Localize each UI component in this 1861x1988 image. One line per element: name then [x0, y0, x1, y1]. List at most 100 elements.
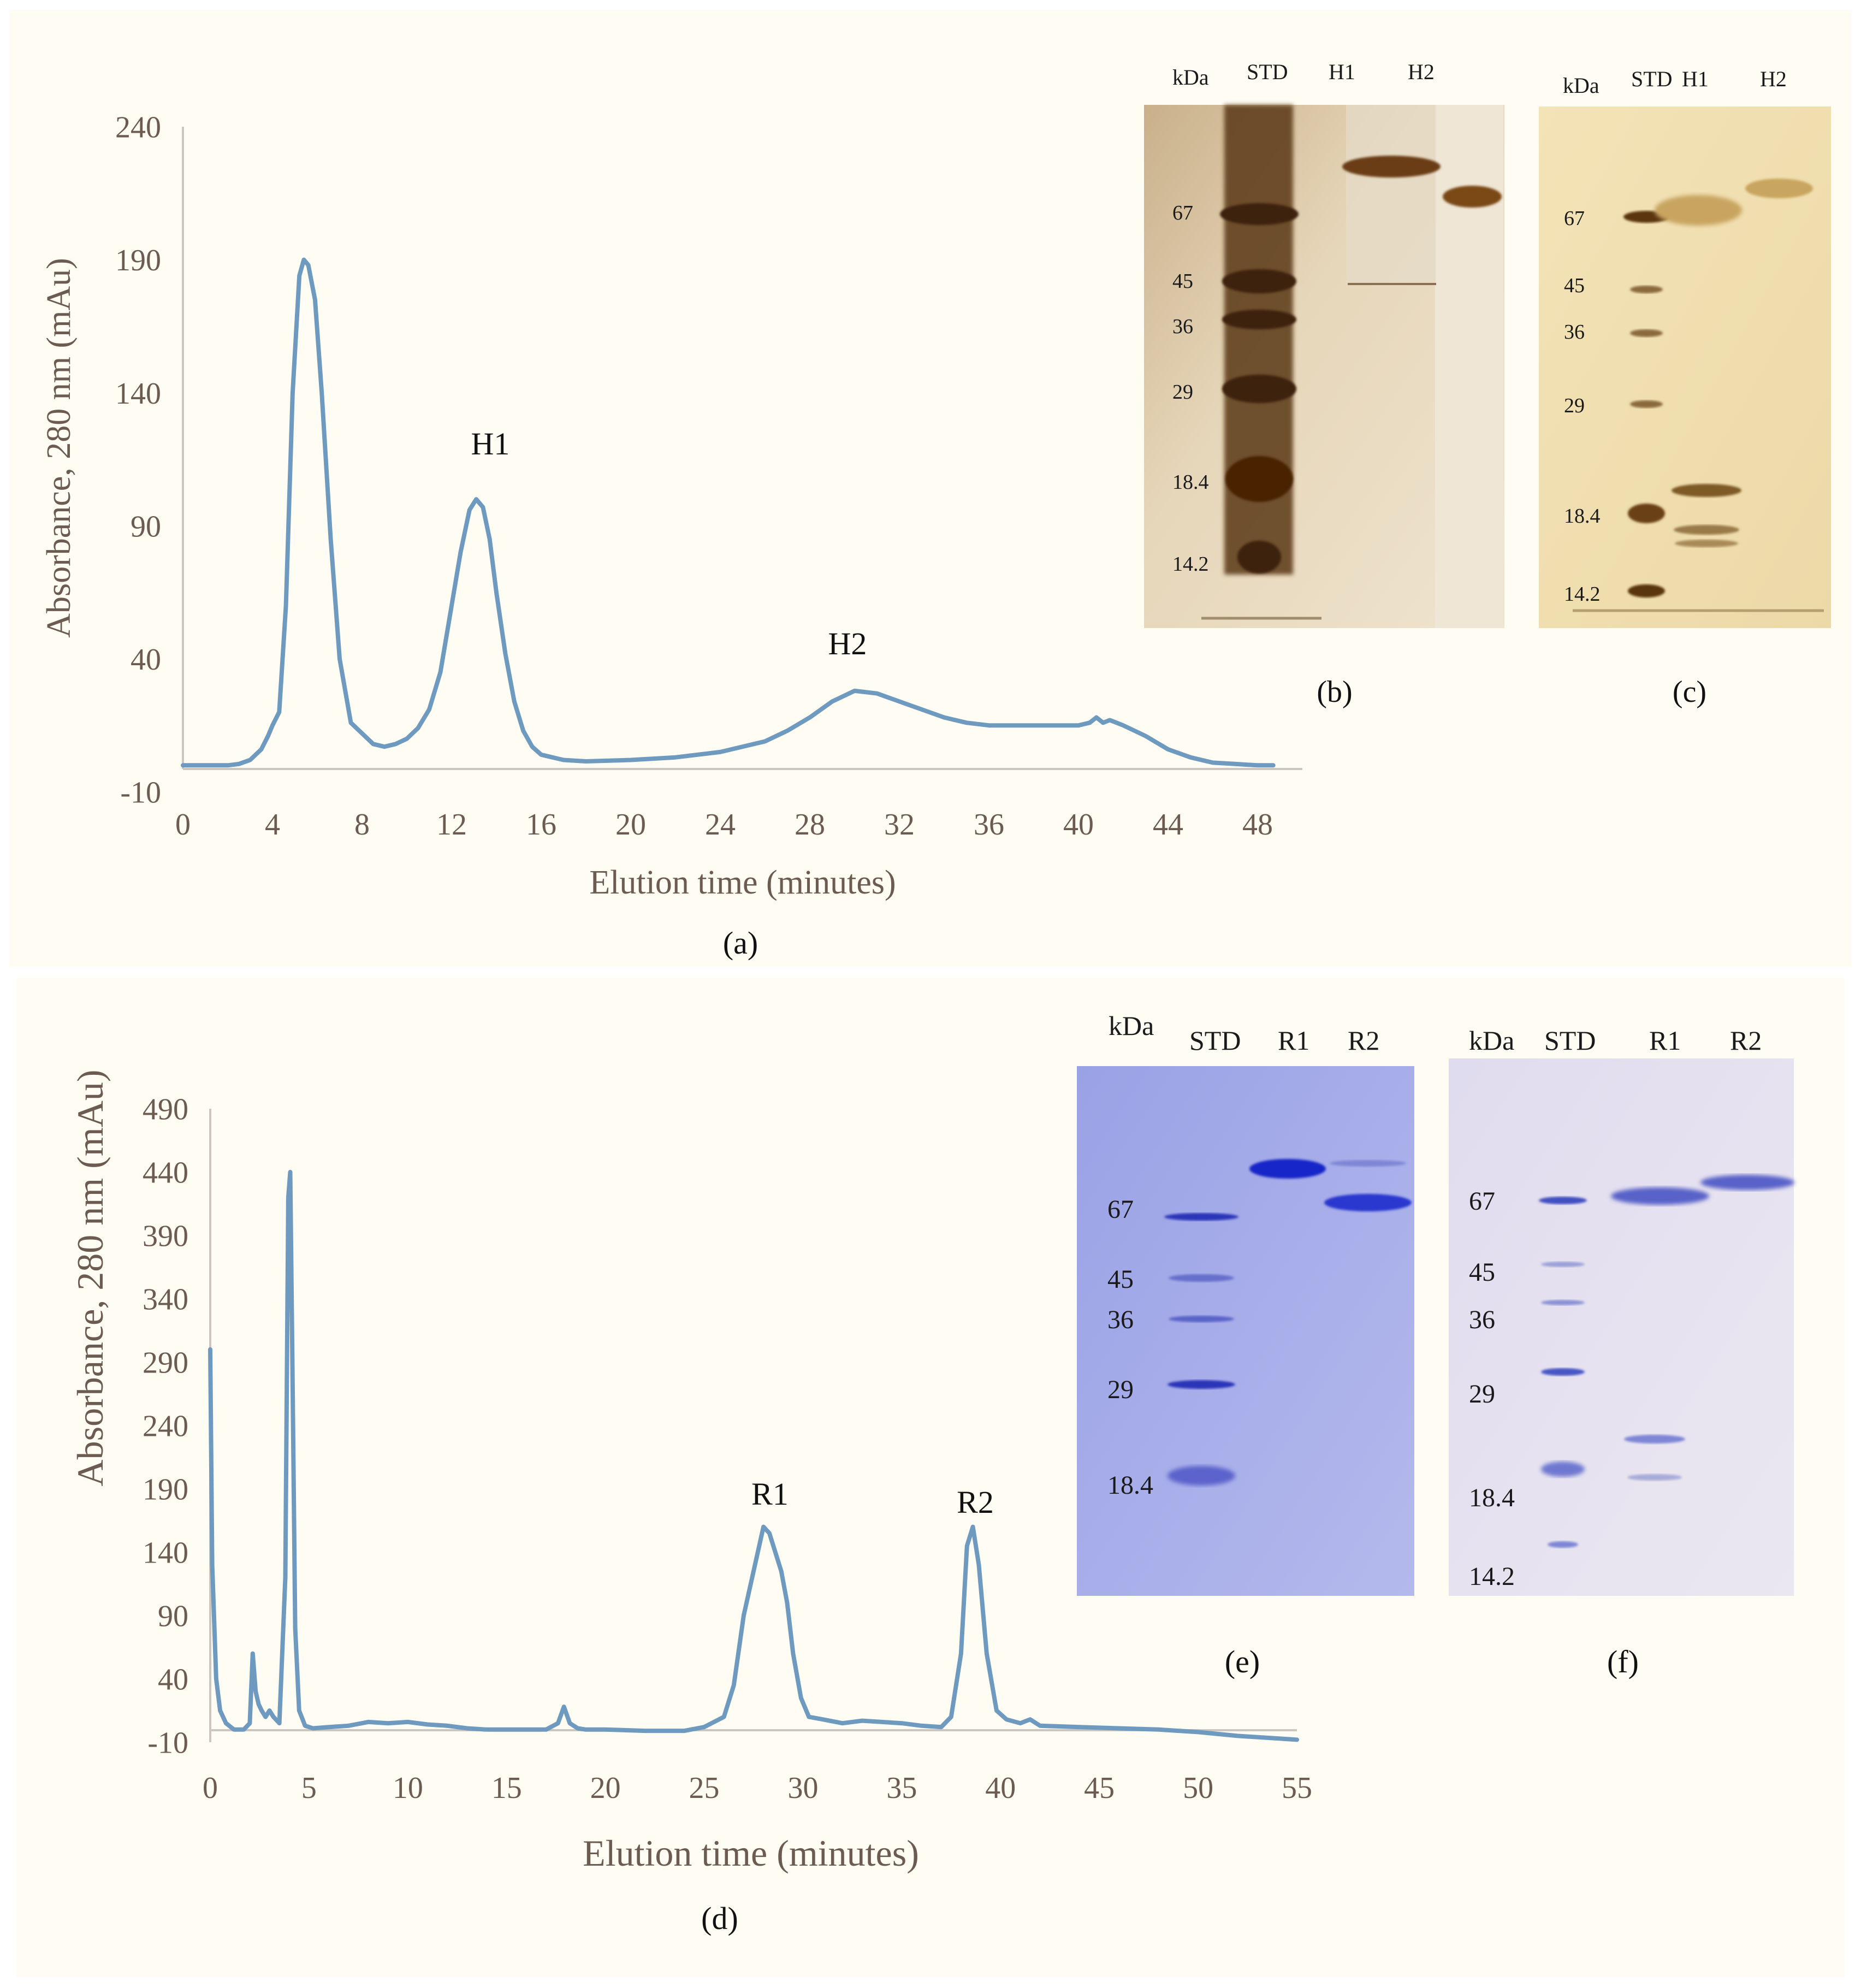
gel-e: kDa STD R1 R2 67 45 36 29 18.4 (e)	[1077, 1010, 1414, 1679]
gel-c-h1-band-low2	[1674, 525, 1739, 535]
gel-e-std-band-36	[1169, 1316, 1234, 1322]
gel-e-marker-18-4: 18.4	[1107, 1471, 1153, 1500]
chart-a-ytick-label: 90	[131, 510, 161, 543]
gel-f-marker-67: 67	[1469, 1187, 1495, 1216]
gel-e-std-band-67	[1164, 1213, 1238, 1221]
gel-b-lane-h2: H2	[1408, 60, 1435, 84]
gel-b-marker-14-2: 14.2	[1172, 553, 1209, 576]
gel-c-marker-67: 67	[1564, 207, 1585, 230]
gel-b-marker-45: 45	[1172, 270, 1193, 293]
chart-a-xtick-label: 0	[175, 808, 191, 842]
gel-c-h1-band-low1	[1672, 484, 1741, 497]
gel-f-r2-band	[1700, 1175, 1794, 1190]
gel-b-marker-36: 36	[1172, 315, 1193, 338]
gel-b-std-band-14	[1237, 541, 1281, 573]
gel-f-std-band-14	[1548, 1541, 1578, 1548]
chart-a-annotation-h2: H2	[828, 626, 867, 661]
chart-d-ytick-label: 190	[143, 1473, 188, 1507]
gel-e-std-band-29	[1167, 1380, 1235, 1389]
gel-e-kda-label: kDa	[1109, 1010, 1154, 1041]
chart-d-xtick-label: 45	[1084, 1771, 1115, 1805]
chart-d-ytick-label: 240	[143, 1410, 188, 1443]
gel-f-std-band-36	[1541, 1300, 1585, 1305]
chart-d-xlabel: Elution time (minutes)	[583, 1832, 919, 1874]
chart-d-annotation-r1: R1	[751, 1476, 789, 1512]
chart-a-xtick-label: 16	[526, 808, 556, 842]
gel-c-marker-45: 45	[1564, 274, 1585, 297]
gel-c-std-band-29	[1630, 400, 1663, 408]
gel-f-marker-45: 45	[1469, 1258, 1495, 1287]
gel-c-std-band-18	[1628, 504, 1665, 523]
chart-a-ytick-label: 190	[115, 244, 161, 277]
gel-e-std-band-45	[1169, 1274, 1234, 1282]
chart-a-annotation-h1: H1	[471, 426, 510, 461]
gel-f-r1-band-low2	[1627, 1474, 1682, 1481]
chart-a-xtick-label: 32	[884, 808, 915, 842]
gel-f-std-band-67	[1539, 1197, 1587, 1204]
gel-e-marker-45: 45	[1107, 1265, 1134, 1294]
chart-a-ytick-label: 240	[115, 111, 161, 145]
gel-c-std-band-14	[1628, 584, 1665, 597]
gel-c-marker-14-2: 14.2	[1564, 583, 1601, 606]
chart-a-xtick-label: 8	[354, 808, 370, 842]
chart-a-xtick-label: 48	[1242, 808, 1273, 842]
chart-a-ylabel: Absorbance, 280 nm (mAu)	[40, 258, 78, 638]
chart-d-ytick-label: 90	[158, 1600, 188, 1634]
gel-f-caption: (f)	[1607, 1644, 1639, 1679]
gel-f-kda-label: kDa	[1469, 1025, 1514, 1056]
gel-b-std-band-45	[1222, 269, 1296, 293]
gel-f-r1-band-top	[1611, 1187, 1709, 1205]
chart-d-xtick-label: 25	[689, 1771, 720, 1805]
gel-c-marker-18-4: 18.4	[1564, 505, 1601, 528]
chart-d-xtick-label: 35	[886, 1771, 917, 1805]
chart-d: 490 440 390 340 290 240 190 140 90 40 -10 0 5 10 15 20…	[69, 1070, 1312, 1936]
chart-d-ytick-label: 290	[143, 1346, 188, 1380]
gel-c-lane-h2: H2	[1760, 67, 1787, 91]
chart-d-xtick-label: 10	[393, 1771, 423, 1805]
gel-f-std-band-45	[1541, 1262, 1585, 1267]
gel-e-image	[1077, 1066, 1414, 1596]
chart-d-xtick-label: 20	[590, 1771, 621, 1805]
gel-e-marker-67: 67	[1107, 1195, 1134, 1224]
chart-d-xtick-label: 0	[203, 1771, 218, 1805]
gel-c-std-band-36	[1630, 329, 1663, 337]
chart-d-xtick-label: 40	[985, 1771, 1016, 1805]
gel-b-caption: (b)	[1317, 675, 1352, 709]
chart-d-series-line	[208, 1170, 1299, 1742]
gel-b-lane-std: STD	[1247, 60, 1288, 84]
chart-d-ylabel: Absorbance, 280 nm (mAu)	[69, 1070, 111, 1487]
chart-a-xlabel: Elution time (minutes)	[589, 864, 896, 901]
gel-e-lane-r1: R1	[1278, 1025, 1309, 1056]
chart-a-ytick-label: -10	[120, 776, 161, 810]
gel-c-h2-band	[1745, 179, 1813, 198]
chart-a-ytick-label: 140	[115, 377, 161, 411]
chart-d-xtick-label: 55	[1282, 1771, 1312, 1805]
chart-a-ytick-label: 40	[131, 643, 161, 677]
chart-d-xtick-label: 50	[1183, 1771, 1213, 1805]
chart-d-xtick-label: 15	[491, 1771, 522, 1805]
chart-a-series-line	[181, 257, 1276, 768]
gel-c: kDa STD H1 H2 67 45 36 29 18.4 14.2 (c)	[1539, 67, 1831, 709]
chart-d-xtick-label: 5	[301, 1771, 317, 1805]
chart-a-xtick-label: 24	[705, 808, 736, 842]
chart-d-ytick-label: 340	[143, 1283, 188, 1317]
gel-e-marker-29: 29	[1107, 1375, 1134, 1404]
gel-f: kDa STD R1 R2 67 45 36 29 18.4 14.2 (f)	[1449, 1025, 1794, 1679]
chart-a-xtick-label: 36	[974, 808, 1004, 842]
chart-a-xtick-label: 20	[615, 808, 646, 842]
gel-f-lane-std: STD	[1544, 1025, 1596, 1056]
gel-f-marker-29: 29	[1469, 1380, 1495, 1409]
chart-d-ytick-label: -10	[147, 1726, 188, 1760]
gel-f-lane-r1: R1	[1649, 1025, 1681, 1056]
gel-f-image	[1449, 1058, 1794, 1596]
chart-d-ytick-label: 140	[143, 1536, 188, 1570]
gel-c-marker-29: 29	[1564, 394, 1585, 417]
gel-b: kDa STD H1 H2 67 45 36 29 18.4 14.2 (b)	[1144, 60, 1504, 709]
gel-b-std-band-36	[1222, 310, 1296, 329]
chart-a-xtick-label: 28	[795, 808, 825, 842]
gel-b-kda-label: kDa	[1172, 65, 1209, 90]
chart-a-caption: (a)	[723, 925, 758, 961]
gel-e-r2-faint-band	[1330, 1160, 1406, 1167]
gel-f-std-band-18	[1541, 1462, 1585, 1477]
